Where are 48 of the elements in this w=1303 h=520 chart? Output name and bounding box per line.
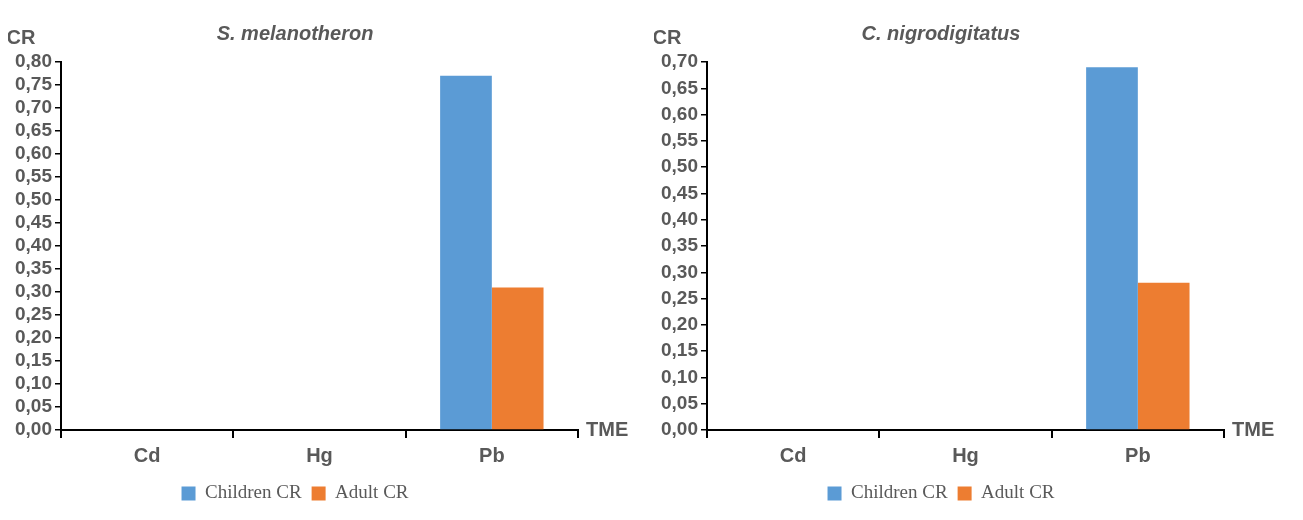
y-tick-label: 0,70 <box>15 96 52 118</box>
y-tick-label: 0,70 <box>661 50 698 72</box>
y-tick-label: 0,20 <box>15 326 52 348</box>
y-tick-label: 0,35 <box>661 234 699 256</box>
x-tick-label: Pb <box>479 443 505 466</box>
y-tick-label: 0,55 <box>15 165 53 187</box>
x-axis-title: TME <box>1232 417 1275 440</box>
chart-title: C. nigrodigitatus <box>861 21 1021 44</box>
legend-label: Adult CR <box>335 481 409 503</box>
y-tick-label: 0,75 <box>15 73 53 95</box>
y-tick-label: 0,45 <box>661 181 699 203</box>
y-tick-label: 0,30 <box>15 280 52 302</box>
y-tick-label: 0,30 <box>661 260 698 282</box>
y-tick-label: 0,05 <box>661 391 699 413</box>
y-tick-label: 0,50 <box>15 188 52 210</box>
y-tick-label: 0,60 <box>15 142 52 164</box>
y-tick-label: 0,15 <box>15 349 53 371</box>
y-tick-label: 0,65 <box>15 119 53 141</box>
y-tick-label: 0,80 <box>15 50 52 72</box>
y-tick-label: 0,40 <box>661 207 698 229</box>
y-axis-title: CR <box>652 25 682 48</box>
y-tick-label: 0,10 <box>661 365 698 387</box>
legend-label: Adult CR <box>981 481 1055 503</box>
y-tick-label: 0,25 <box>15 303 53 325</box>
y-tick-label: 0,00 <box>15 418 52 440</box>
y-tick-label: 0,45 <box>15 211 53 233</box>
y-tick-label: 0,50 <box>661 155 698 177</box>
y-tick-label: 0,15 <box>661 339 699 361</box>
y-axis-title: CR <box>6 25 36 48</box>
y-tick-label: 0,65 <box>661 76 699 98</box>
y-tick-label: 0,35 <box>15 257 53 279</box>
y-tick-label: 0,10 <box>15 372 52 394</box>
x-axis-title: TME <box>586 417 629 440</box>
legend-label: Children CR <box>205 481 302 503</box>
y-tick-label: 0,40 <box>15 234 52 256</box>
x-tick-label: Pb <box>1125 443 1151 466</box>
x-tick-label: Cd <box>133 443 161 466</box>
y-tick-label: 0,25 <box>661 286 699 308</box>
x-tick-label: Cd <box>779 443 807 466</box>
y-tick-label: 0,00 <box>661 418 698 440</box>
y-tick-label: 0,55 <box>661 129 699 151</box>
y-tick-label: 0,60 <box>661 102 698 124</box>
x-tick-label: Hg <box>306 443 333 466</box>
y-tick-label: 0,05 <box>15 395 53 417</box>
y-tick-label: 0,20 <box>661 313 698 335</box>
x-tick-label: Hg <box>952 443 979 466</box>
chart-title: S. melanotheron <box>216 21 374 44</box>
legend-label: Children CR <box>851 481 948 503</box>
